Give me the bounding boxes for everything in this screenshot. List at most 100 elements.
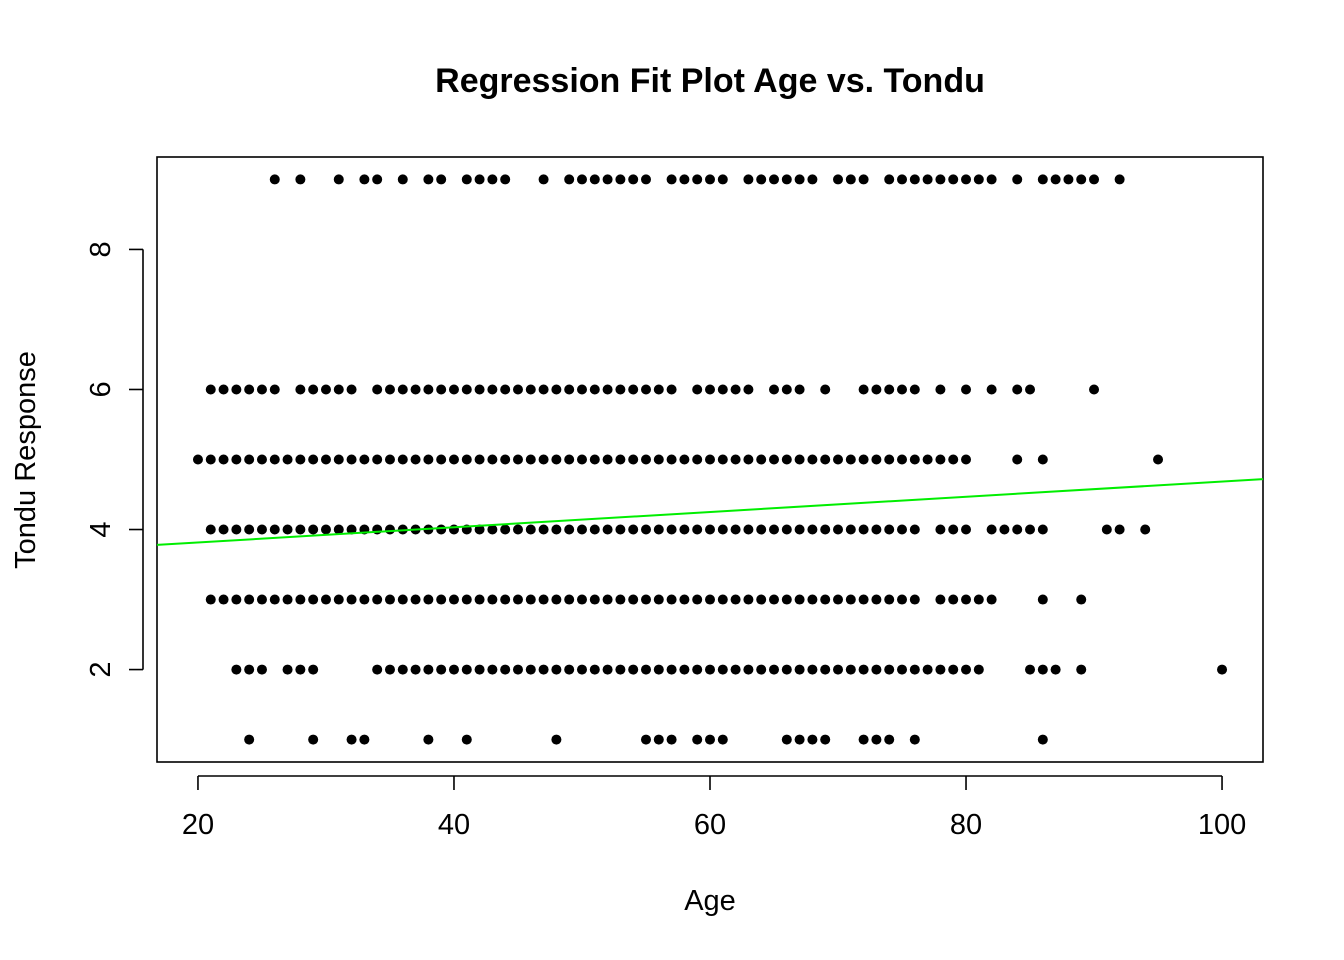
data-point: [717, 734, 728, 745]
data-point: [436, 384, 447, 395]
data-point: [461, 734, 472, 745]
data-point: [897, 524, 908, 535]
data-point: [512, 384, 523, 395]
data-point: [884, 734, 895, 745]
data-point: [461, 174, 472, 185]
data-point: [692, 174, 703, 185]
data-point: [653, 384, 664, 395]
data-point: [461, 454, 472, 465]
data-point: [512, 664, 523, 675]
data-point: [487, 594, 498, 605]
data-point: [820, 524, 831, 535]
data-point: [538, 384, 549, 395]
data-point: [525, 454, 536, 465]
data-point: [935, 594, 946, 605]
x-axis: 20 40 60 80 100: [182, 775, 1246, 841]
data-point: [769, 384, 780, 395]
data-point: [820, 594, 831, 605]
data-point: [615, 454, 626, 465]
data-point: [717, 174, 728, 185]
data-point: [308, 734, 319, 745]
data-point: [487, 524, 498, 535]
data-point: [602, 594, 613, 605]
data-point: [423, 384, 434, 395]
data-point: [359, 454, 370, 465]
data-point: [346, 384, 357, 395]
data-point: [653, 454, 664, 465]
data-point: [384, 524, 395, 535]
data-point: [666, 664, 677, 675]
data-point: [423, 664, 434, 675]
data-point: [986, 384, 997, 395]
data-point: [730, 454, 741, 465]
data-point: [705, 454, 715, 465]
data-point: [269, 174, 280, 185]
y-axis-label: Tondu Response: [10, 351, 42, 569]
data-point: [551, 454, 562, 465]
data-point: [474, 664, 485, 675]
x-axis-label: Age: [684, 885, 736, 917]
data-point: [781, 174, 792, 185]
data-point: [692, 664, 703, 675]
data-point: [692, 384, 703, 395]
data-point: [961, 594, 972, 605]
data-point: [948, 174, 959, 185]
data-point: [730, 384, 741, 395]
data-point: [525, 664, 536, 675]
data-point: [615, 664, 626, 675]
data-point: [756, 594, 767, 605]
data-point: [640, 734, 651, 745]
data-point: [564, 524, 575, 535]
data-point: [525, 594, 536, 605]
data-point: [372, 174, 383, 185]
data-point: [1101, 524, 1112, 535]
data-point: [602, 384, 613, 395]
data-point: [781, 384, 792, 395]
data-point: [359, 174, 370, 185]
data-points: [192, 174, 1228, 745]
data-point: [884, 384, 895, 395]
data-point: [871, 454, 882, 465]
data-point: [1089, 384, 1100, 395]
data-point: [1063, 174, 1074, 185]
data-point: [679, 524, 690, 535]
data-point: [692, 734, 703, 745]
data-point: [1076, 594, 1087, 605]
data-point: [551, 734, 562, 745]
data-point: [333, 594, 344, 605]
data-point: [525, 384, 536, 395]
data-point: [858, 454, 869, 465]
data-point: [244, 664, 255, 675]
data-point: [897, 384, 908, 395]
data-point: [640, 594, 651, 605]
y-tick-label: 4: [85, 521, 117, 537]
data-point: [769, 454, 780, 465]
data-point: [231, 594, 242, 605]
data-point: [346, 454, 357, 465]
data-point: [346, 524, 357, 535]
data-point: [564, 594, 575, 605]
data-point: [653, 524, 664, 535]
data-point: [218, 384, 229, 395]
data-point: [705, 664, 715, 675]
regression-fit-line: [156, 478, 1264, 546]
data-point: [487, 664, 498, 675]
data-point: [781, 454, 792, 465]
data-point: [512, 594, 523, 605]
data-point: [474, 524, 485, 535]
data-point: [692, 594, 703, 605]
data-point: [807, 524, 818, 535]
data-point: [244, 524, 255, 535]
data-point: [436, 594, 447, 605]
data-point: [845, 174, 856, 185]
data-point: [935, 454, 946, 465]
data-point: [589, 594, 600, 605]
data-point: [756, 454, 767, 465]
data-point: [820, 664, 831, 675]
x-tick-label: 60: [694, 809, 726, 841]
data-point: [909, 664, 920, 675]
data-point: [192, 454, 203, 465]
data-point: [1089, 174, 1100, 185]
data-point: [935, 664, 946, 675]
data-point: [1153, 454, 1164, 465]
